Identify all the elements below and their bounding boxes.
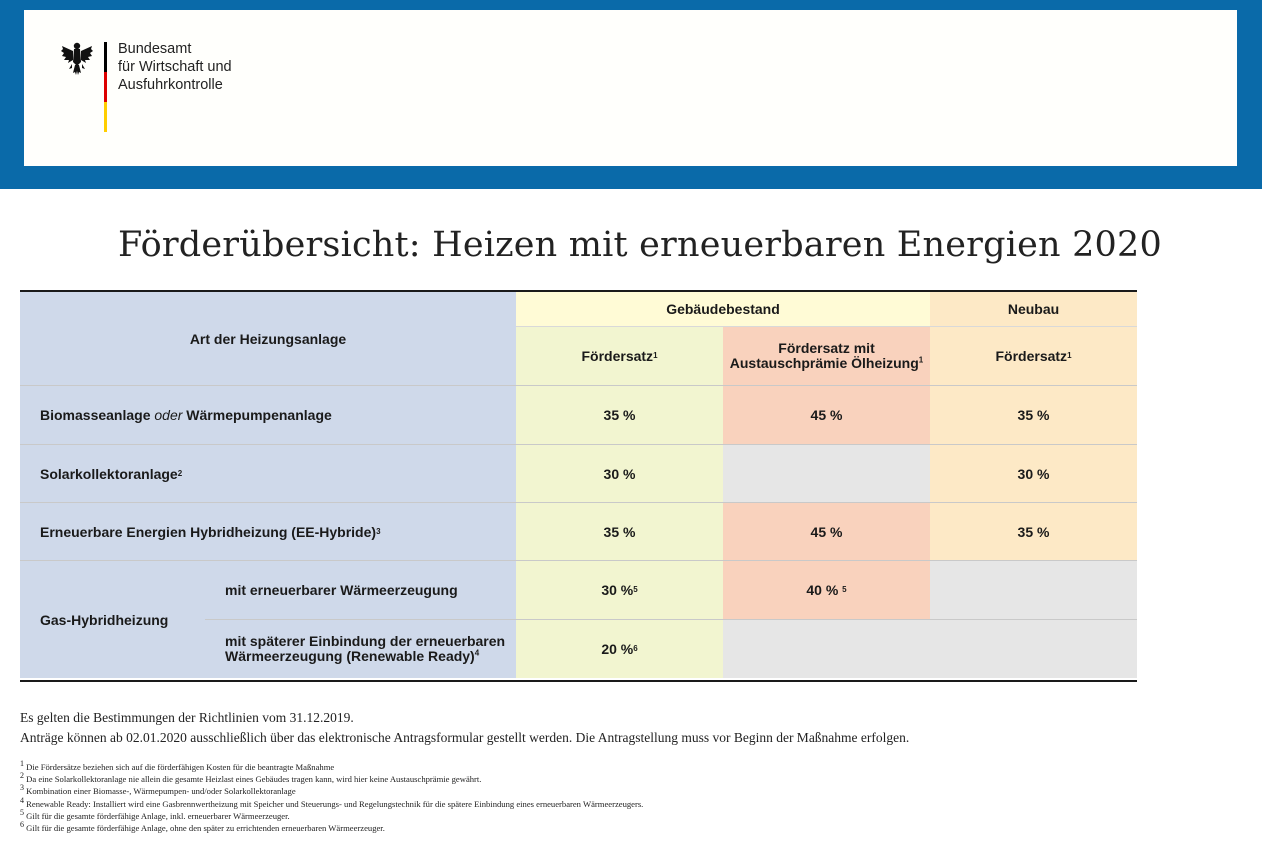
- footnote-ref: 1: [918, 355, 924, 365]
- notes: Es gelten die Bestimmungen der Richtlini…: [20, 708, 909, 748]
- row-label-text: Wärmepumpenanlage: [182, 407, 332, 423]
- org-line: für Wirtschaft und: [118, 59, 232, 75]
- header-gebaeudebestand: Gebäudebestand: [516, 292, 930, 326]
- divider: [20, 444, 1137, 445]
- flag-bar: [104, 42, 107, 132]
- cell-value-text: 40 %: [806, 582, 839, 598]
- cell-value: 35 %: [930, 503, 1137, 560]
- subheader-austausch-line1: Fördersatz mit: [778, 340, 875, 356]
- footnote-number: 4: [20, 795, 24, 805]
- footnotes: 1 Die Fördersätze beziehen sich auf die …: [20, 759, 644, 834]
- cell-empty: [723, 620, 1137, 678]
- footnote: 1 Die Fördersätze beziehen sich auf die …: [20, 759, 643, 773]
- row-label-text: Erneuerbare Energien Hybridheizung (EE-H…: [40, 523, 377, 540]
- note-line: Anträge können ab 02.01.2020 ausschließl…: [20, 730, 910, 745]
- footnote: 6 Gilt für die gesamte förderfähige Anla…: [20, 820, 643, 834]
- header-panel: Bundesamt für Wirtschaft und Ausfuhrkont…: [24, 10, 1237, 166]
- row-label-text: mit erneuerbarer Wärmeerzeugung: [225, 582, 458, 598]
- subheader-austausch-line2: Austauschprämie Ölheizung: [729, 355, 919, 371]
- cell-value: 30 % 5: [516, 561, 723, 619]
- funding-table: Art der Heizungsanlage Gebäudebestand Ne…: [20, 290, 1137, 682]
- cell-value: 30 %: [930, 445, 1137, 502]
- divider: [20, 502, 1137, 503]
- row-label-solar: Solarkollektoranlage 2: [20, 445, 516, 502]
- row-label-italic: oder: [154, 407, 183, 423]
- cell-value-text: 30 %: [601, 582, 634, 598]
- footnote: 3 Kombination einer Biomasse-, Wärmepump…: [20, 783, 643, 797]
- row-label-gas-sub1: mit erneuerbarer Wärmeerzeugung: [205, 561, 516, 619]
- row-label-text: Biomasseanlage: [40, 407, 155, 423]
- footnote-text: Die Fördersätze beziehen sich auf die fö…: [24, 762, 335, 772]
- cell-empty: [723, 445, 930, 502]
- federal-eagle-icon: [61, 42, 93, 75]
- divider: [205, 619, 1137, 620]
- row-label-gas-hybrid: Gas-Hybridheizung: [20, 561, 205, 678]
- footnote-text: Gilt für die gesamte förderfähige Anlage…: [24, 823, 385, 834]
- cell-value: 30 %: [516, 445, 723, 502]
- cell-empty: [930, 561, 1137, 619]
- footnote-text: Kombination einer Biomasse-, Wärmepumpen…: [24, 786, 296, 797]
- header-neubau-label: Neubau: [1007, 301, 1060, 317]
- footnote: 2 Da eine Solarkollektoranlage nie allei…: [20, 771, 643, 785]
- cell-value: 35 %: [516, 386, 723, 444]
- cell-value: 35 %: [516, 503, 723, 560]
- org-line: Ausfuhrkontrolle: [118, 77, 223, 93]
- subheader-neubau-foerdersatz: Fördersatz 1: [930, 327, 1137, 385]
- header-neubau: Neubau: [930, 292, 1137, 326]
- divider: [20, 385, 1137, 386]
- footnote-number: 2: [20, 771, 24, 781]
- header-gebaeudebestand-label: Gebäudebestand: [666, 301, 780, 317]
- row-label-gas-sub2: mit späterer Einbindung der erneuerbaren…: [205, 620, 516, 678]
- cell-value: 45 %: [723, 386, 930, 444]
- cell-value: 40 % 5: [723, 561, 930, 619]
- row-label-ee-hybride: Erneuerbare Energien Hybridheizung (EE-H…: [20, 503, 516, 560]
- footnote-number: 5: [20, 807, 24, 817]
- org-line: Bundesamt: [118, 41, 192, 57]
- footnote-ref: 4: [474, 648, 480, 658]
- divider: [20, 560, 1137, 561]
- cell-value-text: 20 %: [601, 641, 634, 657]
- row-label-text: mit späterer Einbindung der erneuerbaren: [225, 633, 506, 649]
- subheader-austauschpraemie: Fördersatz mit Austauschprämie Ölheizung…: [723, 327, 930, 385]
- page-title: Förderübersicht: Heizen mit erneuerbaren…: [118, 225, 1162, 265]
- header-art-label: Art der Heizungsanlage: [189, 330, 347, 347]
- footnote-number: 3: [20, 783, 24, 793]
- note-line: Es gelten die Bestimmungen der Richtlini…: [20, 710, 354, 725]
- footnote-text: Gilt für die gesamte förderfähige Anlage…: [24, 810, 290, 821]
- cell-value: 45 %: [723, 503, 930, 560]
- subheader-foerdersatz: Fördersatz 1: [516, 327, 723, 385]
- row-label-biomasse: Biomasseanlage oder Wärmepumpenanlage: [20, 386, 516, 444]
- cell-value: 20 % 6: [516, 620, 723, 678]
- footnote-number: 1: [20, 759, 24, 769]
- cell-value: 35 %: [930, 386, 1137, 444]
- row-label-text: Solarkollektoranlage: [40, 465, 178, 482]
- row-label-text: Wärmeerzeugung (Renewable Ready): [225, 648, 475, 664]
- footnote-text: Da eine Solarkollektoranlage nie allein …: [24, 774, 482, 785]
- divider: [516, 326, 1137, 327]
- footnote-text: Renewable Ready: Installiert wird eine G…: [24, 798, 644, 809]
- footnote-number: 6: [20, 820, 24, 830]
- footnote: 5 Gilt für die gesamte förderfähige Anla…: [20, 807, 643, 822]
- row-label-text: Gas-Hybridheizung: [40, 611, 169, 628]
- subheader-neubau-label: Fördersatz: [995, 348, 1068, 364]
- organization-name: Bundesamt für Wirtschaft und Ausfuhrkont…: [118, 40, 232, 94]
- subheader-foerdersatz-label: Fördersatz: [581, 348, 654, 364]
- footnote: 4 Renewable Ready: Installiert wird eine…: [20, 795, 644, 810]
- header-art: Art der Heizungsanlage: [20, 292, 516, 385]
